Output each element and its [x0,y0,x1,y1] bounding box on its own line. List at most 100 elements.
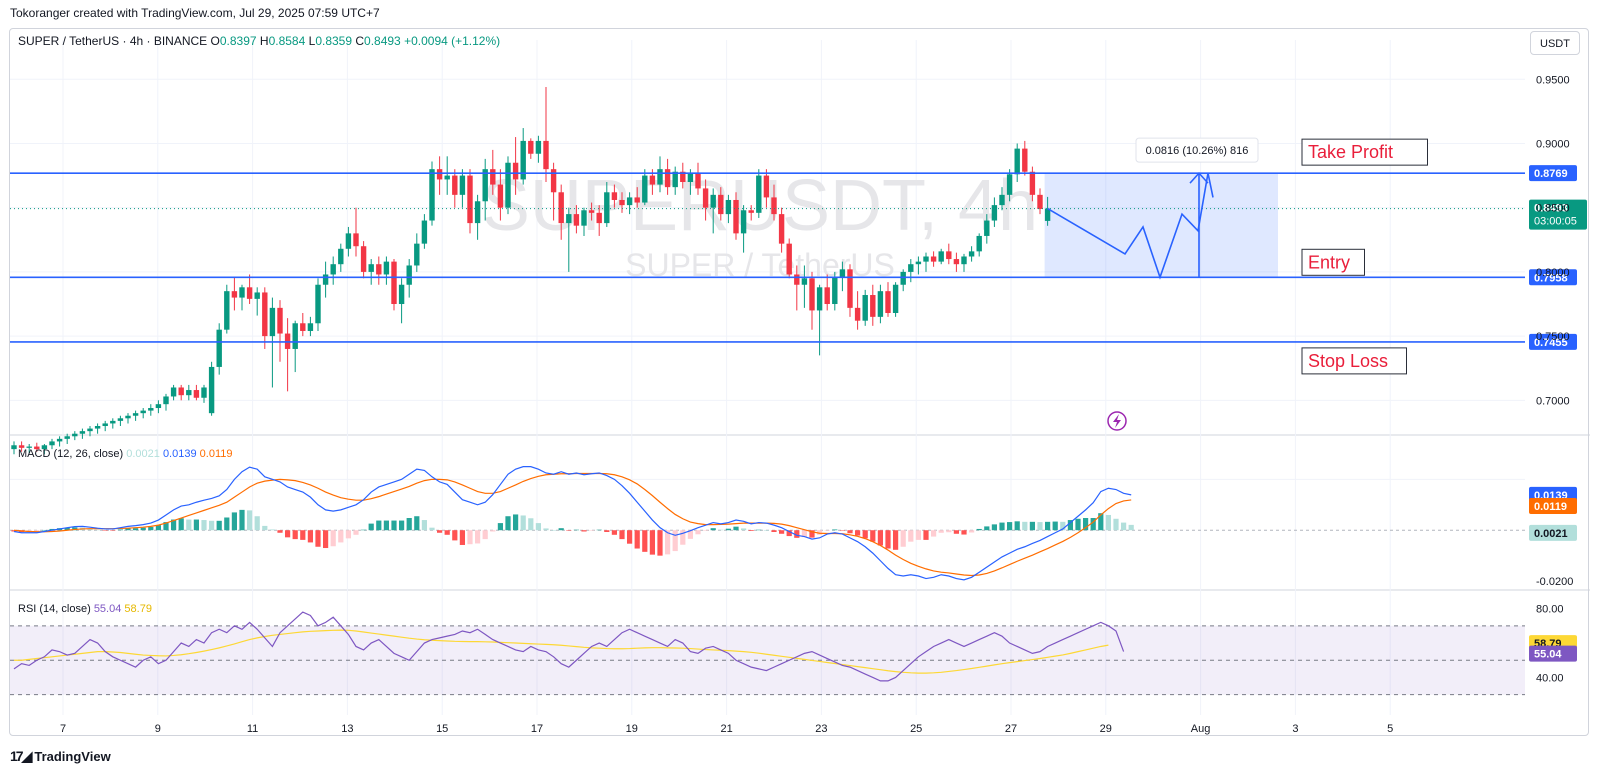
macd-hist-bar [361,529,367,531]
candle-body [201,387,207,398]
measure-label-box [1135,137,1259,163]
last-price-text: 0.8493 [1534,203,1568,215]
candle-body [794,274,800,285]
macd-hist-bar [733,526,739,531]
close-value: 0.8493 [364,34,401,48]
candle-body [497,184,504,208]
macd-hist-bar [224,517,230,531]
candle-body [839,269,846,278]
currency-button[interactable]: USDT [1530,31,1580,55]
macd-hist-bar [117,529,123,531]
macd-hist-bar [923,530,929,540]
candle-body [79,431,86,434]
tradingview-logo[interactable]: 17◢ TradingView [10,748,111,765]
candle-body [984,220,990,236]
macd-hist-bar [779,530,785,534]
macd-hist-bar [596,529,602,531]
macd-hist-bar [300,530,306,540]
candle-body [186,390,192,396]
macd-hist-bar [551,530,557,531]
candle-body [383,261,390,275]
candle-body [368,264,374,272]
candle-body [786,243,792,275]
candle-body [277,307,283,334]
macd-hist-bar [155,525,161,531]
candle-body [847,269,853,308]
level-price-tag [1529,269,1577,286]
rsi-title: RSI (14, close) [18,603,91,615]
macd-hist-bar [1029,521,1035,531]
candle-body [11,445,17,450]
close-label: C [355,34,365,48]
candle-body [163,396,169,405]
macd-hist-bar [1105,514,1111,531]
level-price-text: 0.8769 [1534,168,1568,180]
rsi-legend[interactable]: RSI (14, close) 55.04 58.79 [18,603,152,615]
candle-body [193,390,200,398]
low-value: 0.8359 [315,34,353,48]
candle-body [588,210,595,213]
candle-body [930,256,937,262]
candle-body [626,197,633,206]
macd-hist-bar [535,523,541,531]
macd-value-text: 0.0021 [1534,528,1568,540]
candle-body [376,264,382,275]
macd-value-tag [1529,524,1577,541]
candle-body [406,265,412,285]
macd-hist-bar [604,530,610,532]
candle-body [520,140,526,180]
macd-hist-bar [171,519,177,531]
macd-hist-bar [414,516,420,531]
price-levels: Take Profit 0.8769 Entry 0.7958 Stop Loss 0.7… [10,138,1587,375]
macd-hist-bar [961,530,967,535]
candle-body [801,278,808,285]
macd-hist-bar [915,530,921,540]
macd-hist-bar [710,528,716,531]
candle-body [832,277,838,305]
candle-body [756,175,762,213]
macd-hist-bar [323,530,329,549]
macd-hist-bar [163,522,169,531]
candle-body [695,173,701,189]
macd-hist-bar [976,528,982,531]
macd-hist-bar [285,530,291,538]
candle-body [870,295,876,317]
candle-body [877,291,884,317]
candle-body [414,243,420,266]
macd-hist-bar [543,528,549,531]
time-axis: 7 9 11 13 15 17 19 21 23 25 27 29 Aug 3 5 [60,723,1393,735]
macd-hist-bar [110,530,116,531]
candle-body [444,175,450,180]
macd-hist-bar [1067,520,1073,531]
macd-hist-bar [817,530,823,535]
macd-hist-bar [809,530,815,538]
macd-hist-bar [505,516,511,531]
candle-body [292,323,298,349]
level-label: Stop Loss [1308,351,1388,371]
logo-icon: 17◢ [10,748,32,764]
macd-signal-value: 0.0119 [199,448,233,460]
macd-hist-bar [756,529,762,531]
open-label: O [210,34,220,48]
macd-hist-bar [1060,521,1066,531]
time-tick-label: 29 [1100,723,1112,735]
macd-hist-bar [87,528,93,531]
candle-body [1014,148,1020,175]
candle-body [467,175,473,224]
symbol-legend[interactable]: SUPER / TetherUS · 4h · BINANCE O0.8397 … [18,34,500,48]
macd-hist-bar [269,529,275,531]
macd-legend[interactable]: MACD (12, 26, close) 0.0021 0.0139 0.011… [18,448,232,460]
macd-line [13,466,1132,581]
low-label: L [308,34,316,48]
macd-hist-bar [794,530,800,538]
rsi-ma-value: 58.79 [124,603,152,615]
lightning-icon[interactable] [1107,411,1127,431]
time-tick-label: 3 [1292,723,1298,735]
chart-frame [9,28,1589,736]
macd-hist-bar [786,530,792,537]
candle-body [87,428,93,432]
macd-hist-bar [885,530,891,549]
macd-hist-bar [391,520,397,531]
macd-hist-bar [125,528,131,531]
